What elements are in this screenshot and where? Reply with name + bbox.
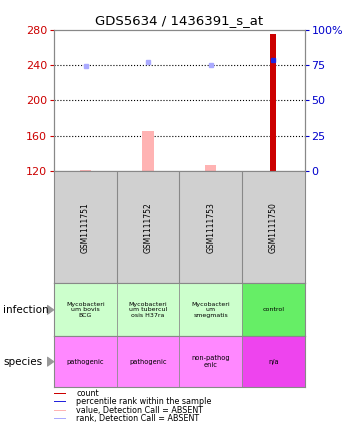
Bar bbox=[205, 165, 216, 171]
Title: GDS5634 / 1436391_s_at: GDS5634 / 1436391_s_at bbox=[95, 14, 264, 27]
Bar bbox=[242, 283, 304, 336]
Bar bbox=[54, 410, 66, 411]
Bar bbox=[117, 336, 179, 387]
Text: value, Detection Call = ABSENT: value, Detection Call = ABSENT bbox=[76, 406, 203, 415]
Text: species: species bbox=[4, 357, 43, 367]
Text: count: count bbox=[76, 389, 99, 398]
Bar bbox=[54, 283, 117, 336]
Bar bbox=[54, 418, 66, 419]
Text: percentile rank within the sample: percentile rank within the sample bbox=[76, 397, 211, 407]
Text: non-pathog
enic: non-pathog enic bbox=[191, 355, 230, 368]
Text: GSM1111752: GSM1111752 bbox=[144, 202, 153, 253]
Text: GSM1111751: GSM1111751 bbox=[81, 202, 90, 253]
Bar bbox=[54, 393, 66, 394]
Bar bbox=[117, 283, 179, 336]
Text: pathogenic: pathogenic bbox=[130, 359, 167, 365]
Bar bbox=[142, 132, 154, 171]
Text: Mycobacteri
um tubercul
osis H37ra: Mycobacteri um tubercul osis H37ra bbox=[129, 302, 167, 318]
Bar bbox=[80, 170, 91, 171]
Text: GSM1111750: GSM1111750 bbox=[269, 202, 278, 253]
Text: GSM1111753: GSM1111753 bbox=[206, 202, 215, 253]
Bar bbox=[271, 34, 276, 171]
Bar bbox=[179, 336, 242, 387]
Text: pathogenic: pathogenic bbox=[67, 359, 104, 365]
Bar bbox=[179, 283, 242, 336]
Text: infection: infection bbox=[4, 305, 49, 315]
Text: rank, Detection Call = ABSENT: rank, Detection Call = ABSENT bbox=[76, 414, 199, 423]
Text: Mycobacteri
um
smegmatis: Mycobacteri um smegmatis bbox=[191, 302, 230, 318]
Bar bbox=[54, 401, 66, 402]
Bar bbox=[54, 336, 117, 387]
Polygon shape bbox=[47, 357, 54, 366]
Polygon shape bbox=[47, 305, 54, 314]
Text: n/a: n/a bbox=[268, 359, 279, 365]
Bar bbox=[242, 336, 304, 387]
Text: control: control bbox=[262, 308, 284, 312]
Text: Mycobacteri
um bovis
BCG: Mycobacteri um bovis BCG bbox=[66, 302, 105, 318]
